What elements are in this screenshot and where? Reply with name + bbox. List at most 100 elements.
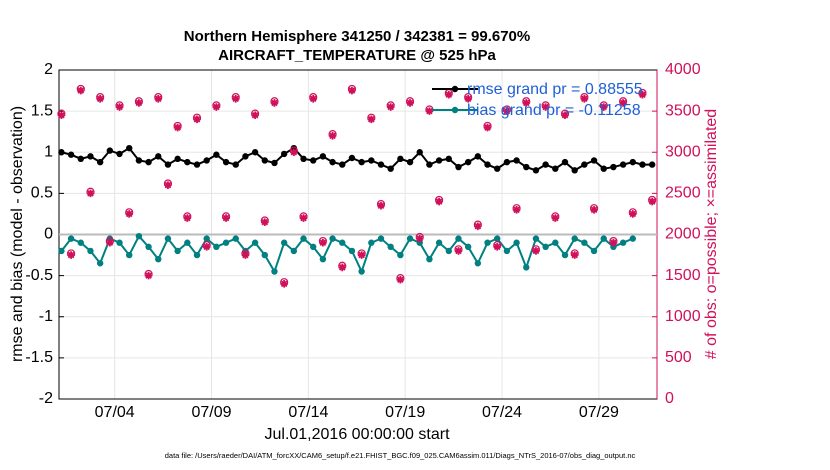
data-point (144, 271, 153, 280)
data-point (96, 260, 104, 267)
data-point (115, 103, 124, 111)
data-point (271, 268, 278, 275)
x-axis-label: Jul.01,2016 00:00:00 start (264, 426, 450, 443)
data-point (425, 107, 434, 115)
data-point (600, 235, 607, 242)
data-point (87, 153, 94, 160)
y-tick-label: 0 (44, 226, 53, 243)
data-point (367, 115, 376, 124)
chart-subtitle: AIRCRAFT_TEMPERATURE @ 525 hPa (218, 47, 496, 64)
data-point (203, 157, 210, 164)
data-point (300, 235, 307, 242)
data-point (474, 260, 482, 267)
data-point (542, 243, 549, 251)
data-point (561, 158, 569, 166)
data-point (271, 159, 278, 167)
data-point (319, 255, 327, 263)
data-point (184, 158, 191, 166)
data-point (377, 161, 385, 168)
data-point (455, 163, 462, 171)
data-point (444, 90, 453, 99)
data-point (174, 155, 181, 163)
data-point (280, 239, 288, 246)
data-point (242, 153, 249, 160)
data-point (290, 247, 298, 255)
x-tick-label: 07/29 (579, 404, 619, 421)
data-point (426, 161, 433, 168)
data-point (494, 235, 501, 242)
y-axis-label: rmse and bias (model - observation) (9, 106, 26, 362)
data-point (629, 158, 636, 166)
y-tick-label: -2 (39, 390, 53, 407)
data-point (377, 235, 385, 242)
data-point (145, 158, 152, 166)
data-point (125, 210, 134, 218)
y-tick-label: 2 (44, 61, 53, 78)
data-point (261, 251, 268, 259)
data-point (260, 218, 269, 226)
data-point (619, 161, 627, 168)
data-point (329, 158, 336, 166)
data-point (241, 251, 250, 259)
data-point (368, 239, 375, 246)
data-point (464, 243, 472, 251)
x-tick-label: 07/24 (482, 404, 522, 421)
data-point (571, 167, 578, 174)
data-point (435, 239, 443, 246)
data-point (251, 111, 259, 120)
legend-label: rmse grand pr = 0.88555 (467, 81, 643, 98)
data-point (174, 247, 181, 255)
data-point (96, 158, 104, 166)
data-point (619, 239, 627, 246)
data-point (532, 247, 540, 255)
data-point (445, 247, 452, 255)
data-point (193, 251, 201, 259)
data-point (600, 165, 607, 172)
data-point (280, 150, 288, 158)
data-point (629, 235, 636, 242)
data-point (464, 94, 472, 103)
data-point (590, 157, 598, 164)
y-tick-label: 1 (44, 143, 53, 160)
data-point (193, 115, 201, 124)
data-point (503, 107, 511, 115)
data-point (309, 94, 318, 103)
data-point (135, 232, 143, 240)
data-point (231, 94, 240, 103)
data-point (67, 251, 75, 259)
data-point (454, 247, 463, 255)
data-point (377, 201, 385, 210)
data-point (348, 247, 356, 255)
data-point (173, 123, 182, 132)
data-point (474, 153, 482, 160)
data-point (251, 149, 259, 156)
data-point (609, 238, 618, 247)
data-point (154, 94, 163, 103)
data-point (339, 239, 346, 246)
data-point (270, 99, 279, 107)
data-point (571, 235, 578, 242)
data-point (290, 148, 298, 157)
data-point (213, 151, 220, 158)
y2-tick-label: 1000 (665, 308, 701, 325)
data-point (213, 243, 220, 251)
data-point (86, 189, 95, 198)
legend-marker (451, 106, 459, 114)
data-point (145, 243, 152, 251)
data-point (581, 161, 588, 168)
data-point (552, 239, 559, 246)
data-point (513, 157, 520, 164)
series-line (60, 234, 634, 275)
y2-tick-label: 3000 (665, 143, 701, 160)
data-point (397, 251, 404, 259)
data-point (57, 111, 66, 120)
data-point (483, 123, 492, 132)
data-point (126, 144, 133, 152)
data-point (416, 149, 423, 156)
data-point (106, 238, 114, 247)
data-point (561, 111, 569, 120)
data-point (338, 263, 347, 272)
data-point (212, 103, 221, 111)
